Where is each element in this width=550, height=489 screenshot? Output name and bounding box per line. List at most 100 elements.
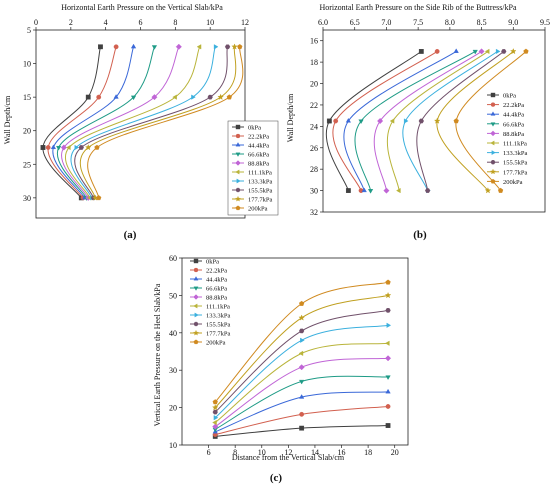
data-point xyxy=(389,118,395,124)
y-tick-label: 30 xyxy=(169,366,177,375)
legend-label: 66.6kPa xyxy=(248,152,269,159)
data-point xyxy=(385,340,390,346)
legend-label: 22.2kPa xyxy=(248,134,269,141)
data-point xyxy=(130,95,137,101)
x-tick-label: 6 xyxy=(139,18,143,27)
data-point xyxy=(377,117,384,125)
x-tick-label: 8 xyxy=(233,448,237,457)
chart-b-panel-label: (b) xyxy=(413,229,427,241)
data-point xyxy=(386,322,392,328)
series-line xyxy=(47,46,117,199)
legend-label: 177.7kPa xyxy=(248,197,272,204)
data-point xyxy=(207,94,213,100)
y-tick-label: 16 xyxy=(310,37,318,46)
data-point xyxy=(484,187,492,194)
data-point xyxy=(113,94,119,99)
data-point xyxy=(217,93,224,100)
x-tick-label: 6.0 xyxy=(318,18,328,27)
data-point xyxy=(212,409,218,415)
y-tick-label: 15 xyxy=(23,93,31,102)
x-tick-label: 2 xyxy=(69,18,73,27)
legend-marker xyxy=(235,124,241,130)
data-point xyxy=(98,44,103,50)
series-line xyxy=(87,46,244,198)
legend-marker xyxy=(193,286,199,291)
legend-marker xyxy=(235,205,241,211)
data-point xyxy=(396,187,401,194)
data-point xyxy=(434,49,440,54)
data-point xyxy=(367,189,374,194)
data-point xyxy=(326,118,332,124)
y-tick-label: 50 xyxy=(169,291,177,300)
chart-a-ylabel: Wall Depth/cm xyxy=(3,95,12,144)
legend-label: 88.8kPa xyxy=(206,295,227,302)
legend-marker xyxy=(193,294,199,300)
data-point xyxy=(212,419,217,426)
chart-b: Horizontal Earth Pressure on the Side Ri… xyxy=(286,3,517,241)
x-tick-label: 18 xyxy=(364,448,372,457)
y-tick-label: 32 xyxy=(310,208,318,217)
legend-marker xyxy=(235,187,241,193)
data-point xyxy=(231,43,238,50)
data-point xyxy=(384,291,392,299)
x-tick-label: 8.0 xyxy=(445,18,455,27)
series-line xyxy=(56,46,155,199)
legend-label: 44.4kPa xyxy=(206,277,227,284)
legend-marker xyxy=(490,140,495,146)
data-point xyxy=(213,44,219,50)
data-point xyxy=(333,118,339,124)
data-point xyxy=(495,48,501,55)
data-point xyxy=(191,94,196,100)
data-point xyxy=(196,44,202,50)
data-point xyxy=(345,188,351,193)
data-point xyxy=(299,394,305,399)
legend-label: 0kPa xyxy=(503,93,516,100)
chart-c-ylabel: Vertical Earth Pressure on the Heel Slab… xyxy=(153,283,162,426)
legend-marker xyxy=(234,195,242,202)
data-point xyxy=(472,49,478,55)
series-line xyxy=(402,51,498,191)
data-point xyxy=(151,45,158,50)
y-tick-label: 20 xyxy=(23,127,31,136)
legend-label: 177.7kPa xyxy=(206,331,230,338)
data-point xyxy=(385,423,391,428)
data-point xyxy=(96,94,102,100)
plot-a: 0 2 4 6 8 10 12 5 10 15 20 25 30 0kPa 22.2kPa 44.4kPa 66… xyxy=(23,18,279,219)
data-point xyxy=(130,43,137,49)
x-tick-label: 9.5 xyxy=(540,18,550,27)
data-point xyxy=(50,144,57,150)
data-point xyxy=(96,195,102,201)
legend-marker xyxy=(235,160,241,166)
data-point xyxy=(501,49,507,54)
data-point xyxy=(211,404,219,411)
legend-label: 177.7kPa xyxy=(503,169,527,176)
y-tick-label: 22 xyxy=(310,101,318,110)
data-point xyxy=(385,375,391,380)
legend-label: 111.1kPa xyxy=(248,170,272,177)
legend-marker xyxy=(235,142,241,147)
legend-marker xyxy=(235,152,241,157)
legend-marker xyxy=(490,92,496,98)
legend-label: 44.4kPa xyxy=(503,112,524,119)
x-tick-label: 8 xyxy=(173,18,177,27)
data-point xyxy=(478,48,485,55)
legend-marker xyxy=(193,303,198,309)
series-line xyxy=(61,46,180,199)
legend-label: 133.3kPa xyxy=(503,150,527,157)
x-tick-label: 20 xyxy=(391,448,399,457)
x-tick-label: 6 xyxy=(207,448,211,457)
data-point xyxy=(453,118,459,124)
legend-label: 66.6kPa xyxy=(206,286,227,293)
data-point xyxy=(237,44,243,50)
x-tick-label: 16 xyxy=(338,448,346,457)
legend-label: 133.3kPa xyxy=(206,313,230,320)
legend-label: 22.2kPa xyxy=(206,268,227,275)
series-line xyxy=(42,46,101,199)
y-tick-label: 28 xyxy=(310,165,318,174)
data-point xyxy=(151,94,158,101)
series-line xyxy=(80,46,237,199)
data-point xyxy=(298,364,305,371)
y-tick-label: 20 xyxy=(169,404,177,413)
data-point xyxy=(298,314,305,321)
series-line xyxy=(416,51,505,191)
